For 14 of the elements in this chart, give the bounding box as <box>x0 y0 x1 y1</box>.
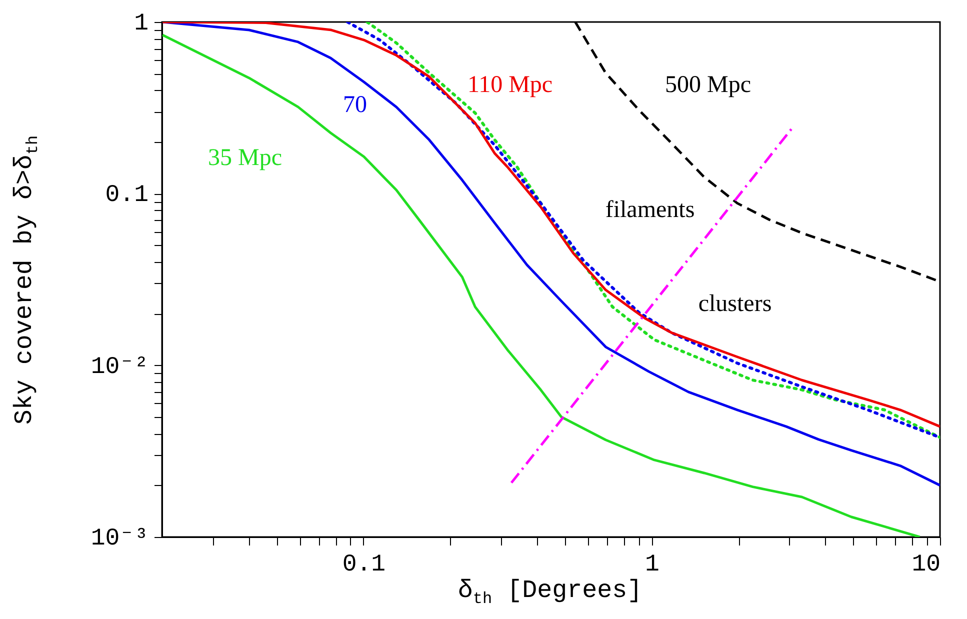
series-label: 35 Mpc <box>208 145 282 171</box>
series-label: 500 Mpc <box>665 72 751 98</box>
x-tick-label: 0.1 <box>342 552 386 578</box>
annotation: clusters <box>698 291 772 317</box>
series-label: 70 <box>343 92 367 118</box>
y-tick-label: 0.1 <box>105 182 148 210</box>
y-tick-label: 10⁻³ <box>90 526 148 552</box>
x-tick-label: 10 <box>912 552 940 578</box>
annotation: filaments <box>605 197 695 223</box>
x-axis-title: δ$_{th}$ [Degrees] <box>458 576 642 608</box>
series-label: 110 Mpc <box>467 72 553 98</box>
y-tick-label: 10⁻² <box>90 354 148 381</box>
x-tick-label: 1 <box>645 552 660 578</box>
y-tick-label: 1 <box>134 10 148 38</box>
